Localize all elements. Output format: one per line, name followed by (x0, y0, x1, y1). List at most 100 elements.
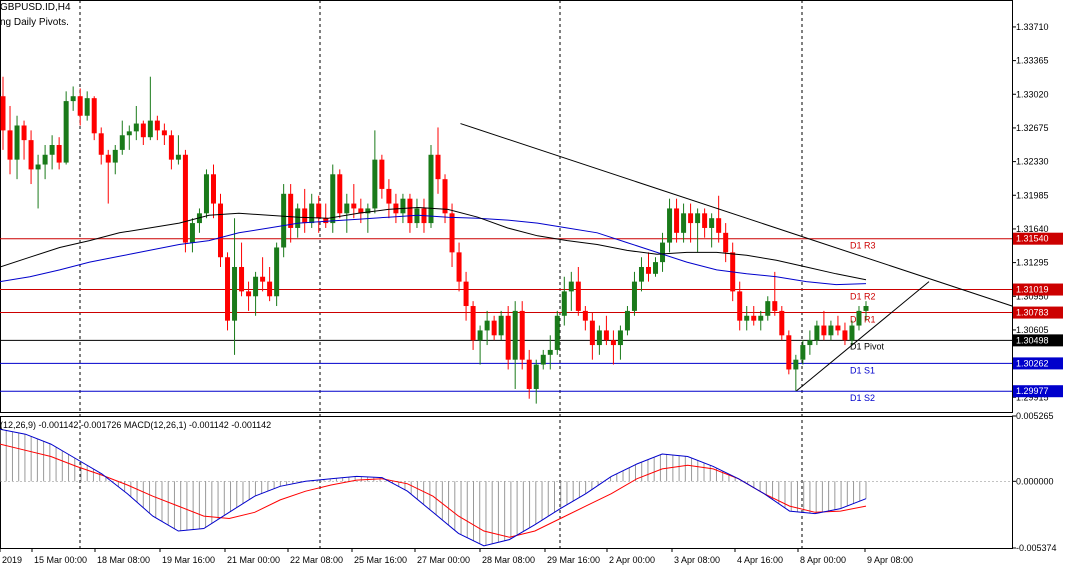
bear-candle (98, 133, 104, 155)
pivot-price-badge (1013, 357, 1063, 370)
bull-candle (295, 208, 301, 228)
bear-candle (575, 281, 581, 311)
bull-candle (765, 301, 771, 316)
macd-header: (12,26,9) -0.001142 -0.001726 MACD(12,26… (0, 420, 272, 430)
bull-candle (856, 310, 862, 326)
bull-candle (189, 223, 195, 243)
price-axis-label: 1.31985 (1016, 190, 1049, 200)
bull-candle (203, 174, 209, 214)
bull-candle (147, 120, 153, 138)
bear-candle (267, 281, 273, 297)
bear-candle (77, 96, 83, 116)
pivot-price-badge-text: 1.31540 (1016, 234, 1049, 244)
bear-candle (56, 145, 62, 163)
trendline-down[interactable] (460, 123, 1013, 307)
bull-candle (807, 340, 813, 346)
pivot-price-badge-text: 1.29977 (1016, 386, 1049, 396)
bull-candle (84, 98, 90, 116)
time-axis-label: 25 Mar 16:00 (354, 555, 407, 565)
bull-candle (42, 154, 48, 165)
time-axis-label: 28 Mar 08:00 (482, 555, 535, 565)
pivot-price-badge (1013, 232, 1063, 245)
time-axis-label: 22 Mar 08:00 (290, 555, 343, 565)
bull-candle (617, 330, 623, 346)
price-axis-label: 1.31640 (1016, 224, 1049, 234)
bear-candle (168, 135, 174, 160)
bull-candle (744, 315, 750, 321)
pivot-price-badge-text: 1.30262 (1016, 358, 1049, 368)
bull-candle (849, 325, 855, 341)
bear-candle (140, 123, 146, 138)
bull-candle (175, 154, 181, 160)
bull-candle (653, 262, 659, 274)
bull-candle (554, 315, 560, 350)
bull-candle (709, 218, 715, 228)
bull-candle (568, 281, 574, 292)
bull-candle (540, 354, 546, 365)
bear-candle (470, 306, 476, 341)
bear-candle (407, 198, 413, 224)
bear-candle (91, 98, 97, 134)
bull-candle (695, 213, 701, 224)
bull-candle (232, 266, 238, 321)
price-axis-label: 1.33710 (1016, 22, 1049, 32)
pivot-price-badge (1013, 306, 1063, 319)
price-axis-label: 1.33365 (1016, 56, 1049, 66)
bull-candle (638, 266, 644, 282)
bear-candle (7, 130, 13, 160)
price-axis-label: 1.30605 (1016, 325, 1049, 335)
bear-candle (225, 257, 231, 321)
bull-candle (281, 193, 287, 248)
time-axis-label: 18 Mar 08:00 (97, 555, 150, 565)
pivot-price-badge (1013, 334, 1063, 347)
bear-candle (526, 359, 532, 389)
bull-candle (793, 359, 799, 370)
bull-candle (14, 125, 20, 160)
bear-candle (435, 154, 441, 180)
bear-candle (723, 232, 729, 253)
price-axis-label: 1.29915 (1016, 392, 1049, 402)
time-axis-label: 19 Mar 16:00 (162, 555, 215, 565)
bull-candle (681, 213, 687, 233)
pivot-price-badge-text: 1.30783 (1016, 308, 1049, 318)
bear-candle (786, 335, 792, 370)
bull-candle (372, 159, 378, 209)
bear-candle (288, 193, 294, 228)
price-axis-label: 1.30950 (1016, 291, 1049, 301)
bull-candle (533, 364, 539, 389)
bull-candle (49, 145, 55, 155)
pivot-label: D1 S2 (850, 393, 875, 403)
bull-candle (828, 325, 834, 336)
bear-candle (246, 291, 252, 297)
bear-candle (154, 120, 160, 131)
bear-candle (835, 325, 841, 331)
bull-candle (400, 198, 406, 214)
bull-candle (365, 208, 371, 214)
bear-candle (442, 179, 448, 214)
bull-candle (477, 330, 483, 341)
bear-candle (456, 252, 462, 282)
indicator-label: ng Daily Pivots. (0, 17, 69, 28)
bear-candle (505, 315, 511, 360)
bear-candle (0, 96, 6, 131)
time-axis-label: 9 Apr 08:00 (867, 555, 913, 565)
trendline-up[interactable] (796, 281, 930, 392)
bull-candle (35, 164, 41, 170)
bear-candle (674, 208, 680, 233)
bull-candle (126, 131, 132, 136)
pivot-label: D1 S1 (850, 365, 875, 375)
bear-candle (491, 320, 497, 336)
bear-candle (751, 315, 757, 321)
bull-candle (660, 242, 666, 263)
bear-candle (182, 154, 188, 243)
pivot-label: D1 Pivot (850, 341, 885, 351)
bear-candle (589, 320, 595, 346)
bull-candle (309, 203, 315, 224)
pivot-price-badge (1013, 283, 1063, 296)
macd-axis-label: 0.000000 (1016, 476, 1054, 486)
time-axis-label: 27 Mar 00:00 (417, 555, 470, 565)
bear-candle (688, 213, 694, 224)
bull-candle (344, 203, 350, 214)
